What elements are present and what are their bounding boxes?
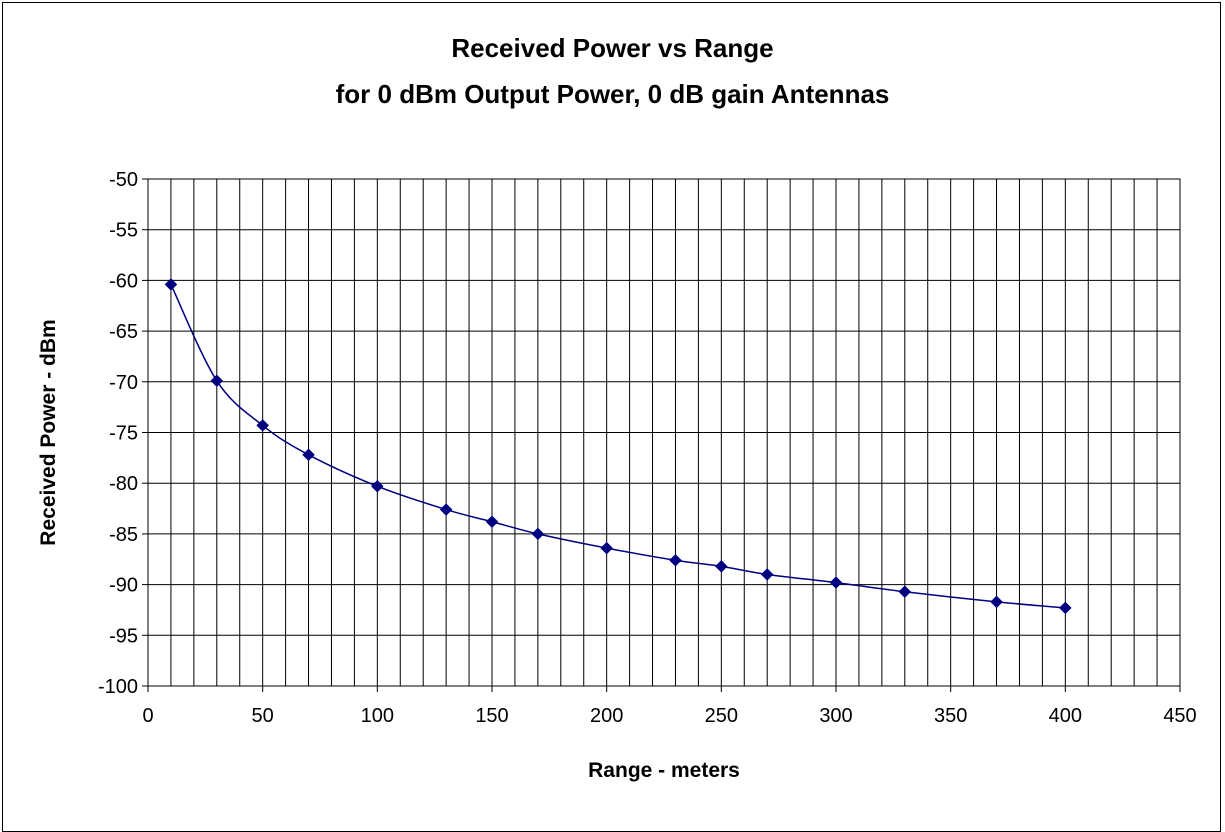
y-tick-label: -85	[109, 524, 138, 546]
data-point-marker	[485, 515, 499, 529]
x-tick-label: 250	[705, 705, 738, 727]
data-point-marker	[439, 503, 453, 516]
data-point-marker	[164, 278, 178, 291]
axis-ticks: 0 50 100 150 200 250 300 350 400 450 -50 -55 -60 -65 -…	[98, 169, 1197, 727]
x-tick-label: 300	[819, 705, 852, 727]
x-tick-label: 200	[590, 705, 623, 727]
y-tick-label: -70	[109, 372, 138, 394]
x-tick-label: 50	[252, 705, 274, 727]
line-chart: 0 50 100 150 200 250 300 350 400 450 -50 -55 -60 -65 -…	[37, 169, 1197, 782]
x-tick-label: 150	[475, 705, 508, 727]
y-axis-label: Received Power - dBm	[37, 319, 60, 545]
y-tick-label: -95	[109, 625, 138, 647]
y-tick-label: -65	[109, 321, 138, 343]
data-point-marker	[600, 541, 614, 555]
x-tick-label: 350	[934, 705, 967, 727]
y-tick-label: -80	[109, 473, 138, 495]
series-group	[164, 278, 1072, 615]
data-point-marker	[302, 448, 315, 462]
data-point-marker	[210, 374, 224, 388]
data-point-marker	[714, 559, 728, 573]
x-tick-label: 400	[1049, 705, 1082, 727]
y-tick-label: -100	[98, 676, 138, 698]
data-point-marker	[898, 585, 912, 599]
data-point-marker	[370, 479, 384, 493]
data-point-marker	[531, 527, 545, 541]
y-tick-label: -50	[109, 169, 138, 191]
y-tick-label: -55	[109, 220, 138, 242]
data-point-marker	[760, 568, 774, 581]
series-line	[170, 284, 1066, 609]
y-tick-label: -90	[109, 575, 138, 597]
chart-title: Received Power vs Range	[451, 33, 774, 63]
data-point-marker	[256, 419, 270, 432]
grid-lines	[148, 179, 1180, 686]
y-tick-label: -75	[109, 423, 138, 445]
x-tick-label: 100	[361, 705, 394, 727]
x-tick-label: 0	[142, 705, 153, 727]
data-point-marker	[990, 595, 1003, 609]
data-point-marker	[669, 553, 682, 567]
x-axis-label: Range - meters	[588, 759, 740, 782]
y-tick-label: -60	[109, 270, 138, 292]
data-point-marker	[1058, 601, 1072, 615]
x-tick-label: 450	[1163, 705, 1196, 727]
chart-subtitle: for 0 dBm Output Power, 0 dB gain Antenn…	[335, 79, 890, 109]
data-point-marker	[829, 576, 843, 589]
